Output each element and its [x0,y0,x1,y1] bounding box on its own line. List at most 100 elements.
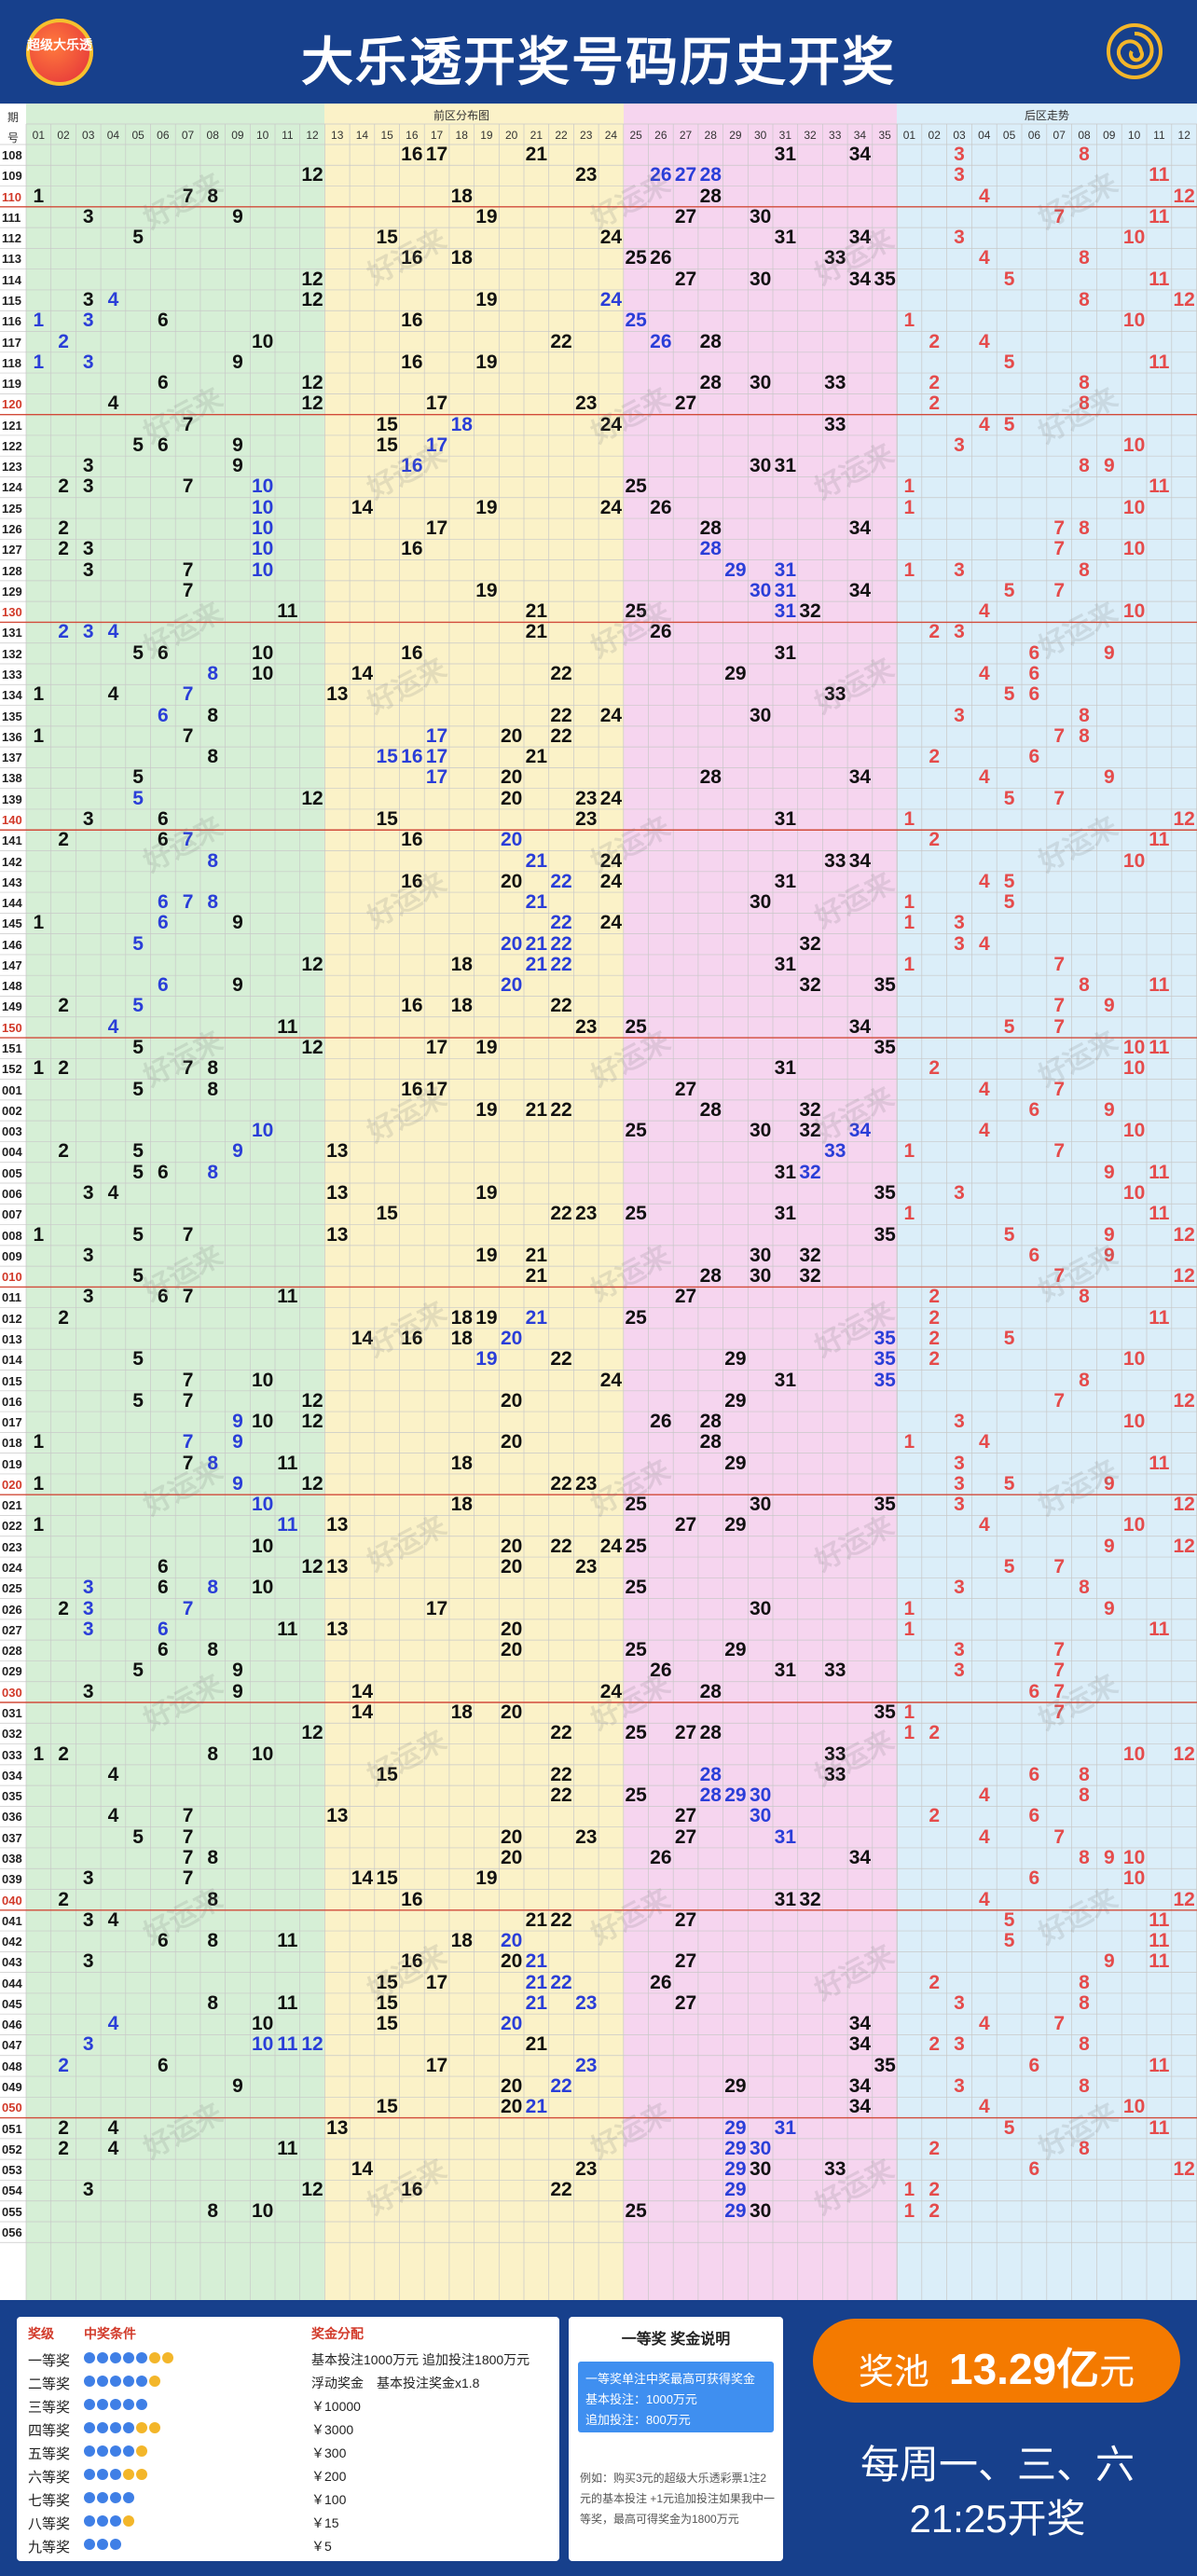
front-number: 14 [351,663,374,684]
back-number: 7 [1053,579,1066,601]
watermark-text: 好运来 [1034,1454,1123,1522]
back-number: 10 [1122,1867,1146,1890]
front-number: 6 [158,372,169,394]
period-label: 132 [2,646,22,661]
front-number: 14 [351,2158,374,2181]
front-number: 14 [351,496,374,518]
front-number: 23 [575,2158,598,2181]
back-ball-icon [136,2469,147,2480]
back-number: 3 [954,2075,965,2098]
front-number: 19 [475,1182,498,1204]
front-number: 2 [58,2054,69,2076]
front-number: 21 [525,1306,548,1329]
front-number: 30 [749,455,772,477]
prize-row: 二等奖 浮动奖金 基本投注奖金x1.8 [17,2370,559,2393]
back-col-header: 01 [902,129,916,142]
back-number: 7 [1053,1660,1066,1682]
period-header-2: 号 [7,131,19,145]
prize-level: 四等奖 [28,2423,71,2439]
front-number: 1 [33,1743,45,1765]
front-number: 12 [301,393,323,415]
front-number: 1 [33,683,45,706]
front-number: 29 [724,1348,747,1371]
back-number: 5 [1003,351,1015,373]
front-number: 29 [724,2075,747,2098]
back-number: 4 [978,247,990,269]
back-number: 12 [1173,1389,1195,1412]
front-number: 20 [500,1431,523,1453]
front-number: 19 [475,1348,498,1371]
front-number: 10 [251,2033,274,2056]
watermark-text: 好运来 [810,1725,900,1792]
front-number: 10 [251,330,274,352]
front-number: 6 [158,704,169,726]
front-number: 34 [848,1015,872,1038]
front-number: 6 [158,829,169,851]
front-number: 20 [500,1639,523,1661]
period-label: 014 [2,1353,22,1368]
front-number: 6 [158,1930,169,1952]
front-number: 9 [232,351,243,373]
front-number: 14 [351,1867,374,1890]
back-col-header: 06 [1027,129,1041,142]
front-number: 16 [401,247,423,269]
prize-amount: 基本投注1000万元 追加投注1800万元 [311,2352,530,2367]
back-number: 1 [903,1701,915,1723]
front-number: 33 [824,1140,846,1163]
front-ball-icon [97,2422,108,2433]
front-number: 8 [207,1452,219,1474]
period-label: 041 [2,1913,22,1928]
front-col-header: 02 [57,129,70,142]
front-number: 34 [848,2096,872,2118]
back-number: 9 [1103,1535,1115,1557]
front-number: 16 [401,829,423,851]
front-number: 25 [625,1306,647,1329]
prize-amount: ￥200 [311,2469,347,2484]
back-number: 8 [1079,247,1090,269]
front-number: 10 [251,641,274,664]
back-number: 6 [1028,641,1040,664]
watermark-text: 好运来 [810,653,900,720]
front-number: 25 [625,600,647,623]
front-number: 21 [525,953,548,975]
period-label: 044 [2,1976,22,1991]
back-number: 7 [1053,538,1066,560]
front-number: 3 [82,2179,94,2201]
page-header: 超级大乐透 大乐透开奖号码历史开奖 [0,0,1197,103]
front-number: 26 [650,1846,672,1868]
back-number: 5 [1003,870,1015,892]
back-number: 11 [1149,1618,1170,1640]
back-number: 6 [1028,663,1040,684]
front-col-header: 28 [704,129,717,142]
back-number: 9 [1103,1244,1115,1266]
front-number: 23 [575,1825,598,1848]
watermark-text: 好运来 [586,1240,676,1307]
front-number: 24 [599,227,623,249]
back-number: 1 [903,1431,915,1453]
front-number: 28 [699,766,722,789]
front-number: 35 [874,1182,896,1204]
front-number: 9 [232,912,243,934]
front-number: 20 [500,1701,523,1723]
front-number: 7 [182,724,194,747]
front-number: 21 [525,144,548,165]
back-number: 3 [954,621,965,643]
period-label: 148 [2,979,22,994]
front-number: 11 [277,1015,298,1038]
front-number: 7 [182,1452,194,1474]
back-number: 1 [903,1203,915,1225]
front-number: 28 [699,330,722,352]
front-col-header: 23 [580,129,593,142]
front-number: 17 [425,746,448,768]
front-number: 18 [450,247,473,269]
back-number: 4 [978,185,990,207]
front-number: 27 [674,205,697,227]
prize-condition-balls [84,2398,149,2411]
watermark-text: 好运来 [363,1725,452,1792]
front-number: 6 [158,807,169,830]
back-number: 6 [1028,683,1040,706]
front-number: 35 [874,974,896,997]
back-number: 10 [1122,1057,1146,1080]
front-number: 10 [251,2013,274,2035]
front-number: 1 [33,310,45,332]
